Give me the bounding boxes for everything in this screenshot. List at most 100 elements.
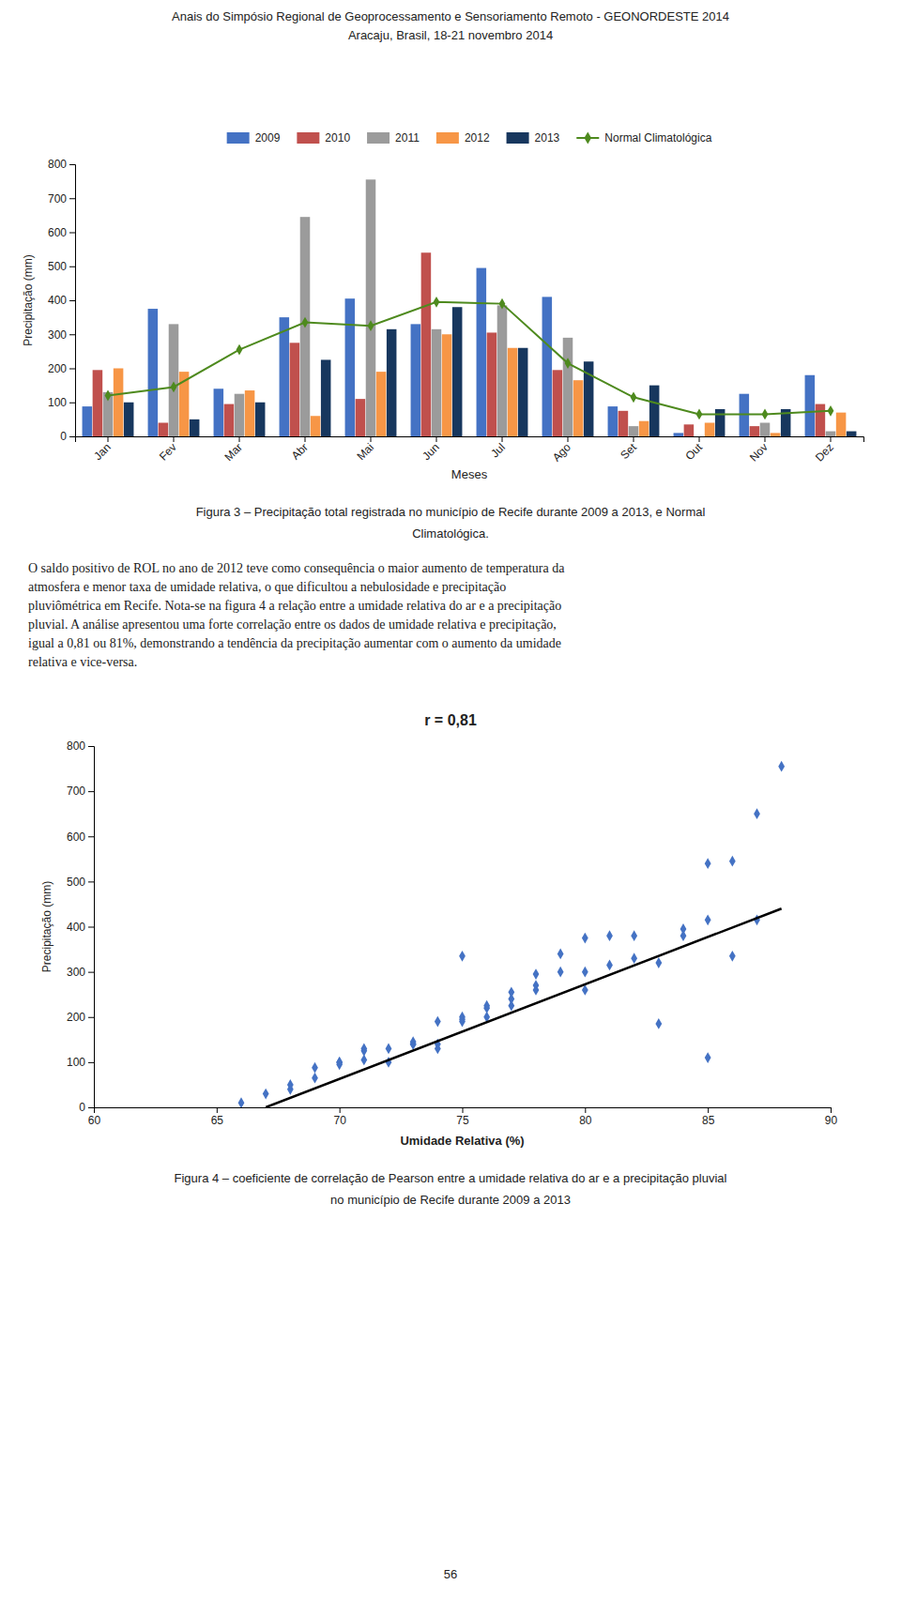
tick-label: Abr <box>289 441 311 463</box>
bar <box>542 296 553 437</box>
tick: 200 <box>66 1010 94 1024</box>
tick-label: 200 <box>47 362 67 376</box>
point <box>581 966 589 978</box>
bar-series <box>123 306 857 437</box>
tick: 700 <box>47 192 76 206</box>
point <box>410 1036 417 1048</box>
tick-mark <box>69 436 76 438</box>
tick-label: Ago <box>549 440 574 464</box>
point <box>729 950 736 963</box>
bar <box>836 412 847 437</box>
legend-swatch <box>366 132 390 144</box>
x-axis-title: Umidade Relativa (%) <box>399 1133 524 1148</box>
bar <box>158 423 169 438</box>
point <box>458 950 466 963</box>
legend-swatch <box>436 132 459 144</box>
bar <box>846 431 857 437</box>
bar-series <box>82 268 816 437</box>
tick-label: 800 <box>66 739 86 753</box>
bar <box>244 390 256 437</box>
line-marker <box>367 320 375 332</box>
tick: Jul <box>488 436 508 460</box>
legend-label: 2012 <box>464 131 490 145</box>
bar <box>82 406 93 437</box>
bar <box>279 317 291 437</box>
tick: 300 <box>47 328 76 342</box>
tick: Jan <box>91 436 114 463</box>
bar <box>255 402 266 437</box>
caption: Climatológica. <box>412 526 489 541</box>
x-axis: JanFevMarAbrMaiJunJulAgoSetOutNovDez <box>76 436 865 465</box>
bar <box>815 404 826 437</box>
bar <box>518 348 529 437</box>
tick-mark <box>69 300 76 302</box>
point <box>630 952 638 964</box>
bar <box>497 305 508 437</box>
tick-label: 400 <box>47 293 67 307</box>
bar <box>113 368 124 438</box>
legend-marker <box>583 131 592 144</box>
tick: Set <box>617 436 640 462</box>
bar <box>684 424 695 437</box>
tick-label: 0 <box>78 1100 86 1115</box>
axis-line <box>94 1108 832 1115</box>
point <box>533 979 540 992</box>
point <box>557 947 565 960</box>
point <box>680 923 688 935</box>
bar <box>805 375 816 437</box>
page-number: 56 <box>443 1567 458 1582</box>
bar <box>345 298 356 437</box>
tick-mark <box>88 836 94 838</box>
tick-mark <box>88 1062 94 1064</box>
tick-mark <box>88 881 94 883</box>
tick: 700 <box>66 784 94 798</box>
tick-label: Jul <box>488 441 508 461</box>
tick: 80 <box>579 1107 593 1128</box>
tick-label: Nov <box>747 441 771 465</box>
tick: Out <box>682 436 705 463</box>
caption: no município de Recife durante 2009 a 20… <box>330 1192 571 1207</box>
bar <box>168 323 180 437</box>
legend-item: 2013 <box>506 131 561 145</box>
legend-label: 2013 <box>534 131 561 145</box>
tick: 400 <box>47 293 76 307</box>
legend-label: 2010 <box>324 131 351 145</box>
point <box>729 855 736 868</box>
tick-label: 70 <box>333 1114 347 1128</box>
tick-mark <box>173 436 175 443</box>
tick-label: 700 <box>66 784 86 798</box>
bar <box>320 359 332 437</box>
y-axis: 0100200300400500600700800 <box>47 157 77 443</box>
tick: 100 <box>66 1055 94 1069</box>
point <box>704 1052 712 1064</box>
point <box>630 930 638 942</box>
legend-label: 2011 <box>395 131 420 145</box>
tick-mark <box>584 1107 586 1114</box>
chart-title: r = 0,81 <box>424 712 477 729</box>
point <box>311 1072 319 1085</box>
tick-label: 90 <box>824 1114 839 1128</box>
line-marker <box>433 296 441 308</box>
point <box>458 1011 466 1024</box>
x-axis: 60657075808590 <box>88 1107 839 1128</box>
bar <box>189 419 200 437</box>
legend-label: Normal Climatológica <box>604 131 712 145</box>
point <box>655 1018 662 1030</box>
header: Aracaju, Brasil, 18-21 novembro 2014 <box>348 28 553 43</box>
tick: 70 <box>333 1107 347 1128</box>
tick-label: 65 <box>211 1114 225 1128</box>
line-marker <box>827 405 835 417</box>
bar <box>234 394 245 437</box>
tick-mark <box>69 402 76 404</box>
tick-mark <box>69 198 76 199</box>
bar <box>673 432 685 437</box>
tick-mark <box>216 1107 218 1114</box>
point <box>655 957 662 969</box>
bar <box>386 329 398 437</box>
point <box>606 930 613 942</box>
body-text: atmosfera e menor taxa de umidade relati… <box>28 580 506 595</box>
bar <box>749 426 761 437</box>
tick: Mar <box>221 436 245 464</box>
line-markers <box>105 296 835 420</box>
tick-mark <box>462 1107 464 1114</box>
